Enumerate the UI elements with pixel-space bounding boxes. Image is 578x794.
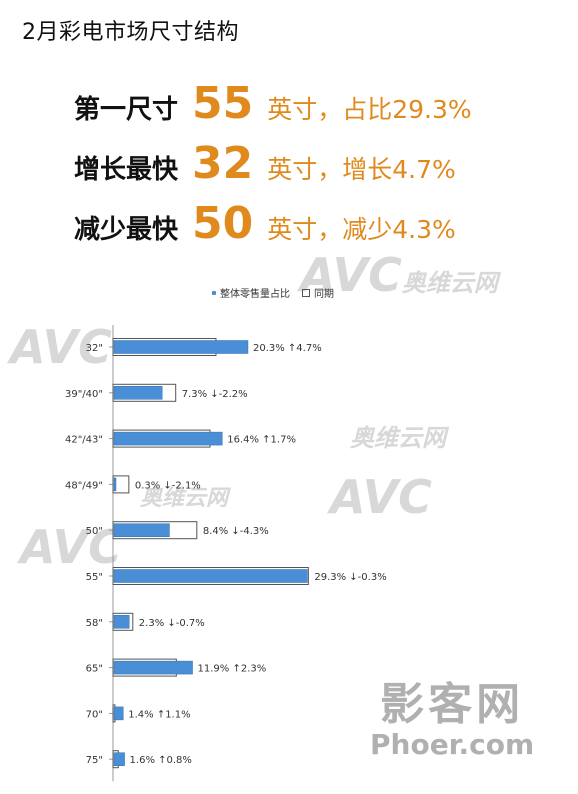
category-label: 50": [86, 526, 103, 537]
current-bar: [113, 431, 223, 446]
current-bar: [113, 615, 130, 629]
highlight-desc: 英寸，增长4.7%: [267, 155, 456, 184]
highlight-value: 55: [192, 78, 254, 129]
value-label: 11.9% ↑2.3%: [198, 664, 267, 675]
current-bar: [113, 523, 170, 537]
legend-prior-swatch: [302, 288, 310, 297]
current-bar: [113, 752, 125, 766]
highlight-value: 32: [192, 138, 254, 189]
current-bar: [113, 340, 249, 354]
highlight-label: 第一尺寸: [74, 95, 179, 125]
value-label: 8.4% ↓-4.3%: [203, 526, 269, 537]
value-label: 7.3% ↓-2.2%: [182, 389, 248, 400]
page-title: 2月彩电市场尺寸结构: [22, 20, 239, 45]
category-label: 55": [86, 572, 103, 583]
value-label: 2.3% ↓-0.7%: [139, 618, 205, 629]
highlight-fastest-growth: 增长最快 32 英寸，增长4.7%: [74, 138, 456, 190]
highlight-desc: 英寸，减少4.3%: [267, 215, 456, 244]
category-label: 75": [86, 755, 103, 766]
value-label: 16.4% ↑1.7%: [227, 435, 296, 446]
prior-bar: [112, 475, 130, 494]
category-label: 58": [86, 618, 103, 629]
current-bar: [113, 477, 117, 492]
site-watermark-cn: 影客网: [380, 679, 525, 730]
current-bar: [113, 660, 193, 675]
value-label: 1.4% ↑1.1%: [128, 709, 190, 720]
highlight-top-size: 第一尺寸 55 英寸，占比29.3%: [74, 78, 472, 130]
chart-legend: 整体零售量占比 同期: [212, 285, 334, 300]
value-label: 29.3% ↓-0.3%: [314, 572, 386, 583]
highlight-value: 50: [192, 198, 254, 249]
site-watermark-en: Phoer.com: [370, 728, 535, 761]
legend-current-swatch: [212, 290, 216, 295]
highlight-label: 增长最快: [74, 155, 179, 185]
category-label: 65": [86, 664, 103, 675]
value-label: 0.3% ↓-2.1%: [135, 480, 201, 491]
value-label: 20.3% ↑4.7%: [253, 343, 322, 354]
category-label: 48"/49": [65, 480, 103, 491]
category-label: 39"/40": [65, 389, 103, 400]
current-bar: [113, 569, 308, 583]
highlight-desc: 英寸，占比29.3%: [267, 95, 472, 124]
category-label: 32": [86, 343, 103, 354]
legend-current-label: 整体零售量占比: [220, 289, 290, 300]
highlight-fastest-decline: 减少最快 50 英寸，减少4.3%: [74, 198, 456, 250]
highlight-label: 减少最快: [74, 215, 179, 245]
legend-prior-label: 同期: [314, 289, 334, 300]
category-label: 42"/43": [65, 435, 103, 446]
site-watermark: 影客网 Phoer.com: [370, 668, 534, 761]
current-bar: [113, 386, 163, 400]
current-bar: [113, 706, 124, 721]
category-label: 70": [86, 709, 103, 720]
value-label: 1.6% ↑0.8%: [130, 755, 192, 766]
